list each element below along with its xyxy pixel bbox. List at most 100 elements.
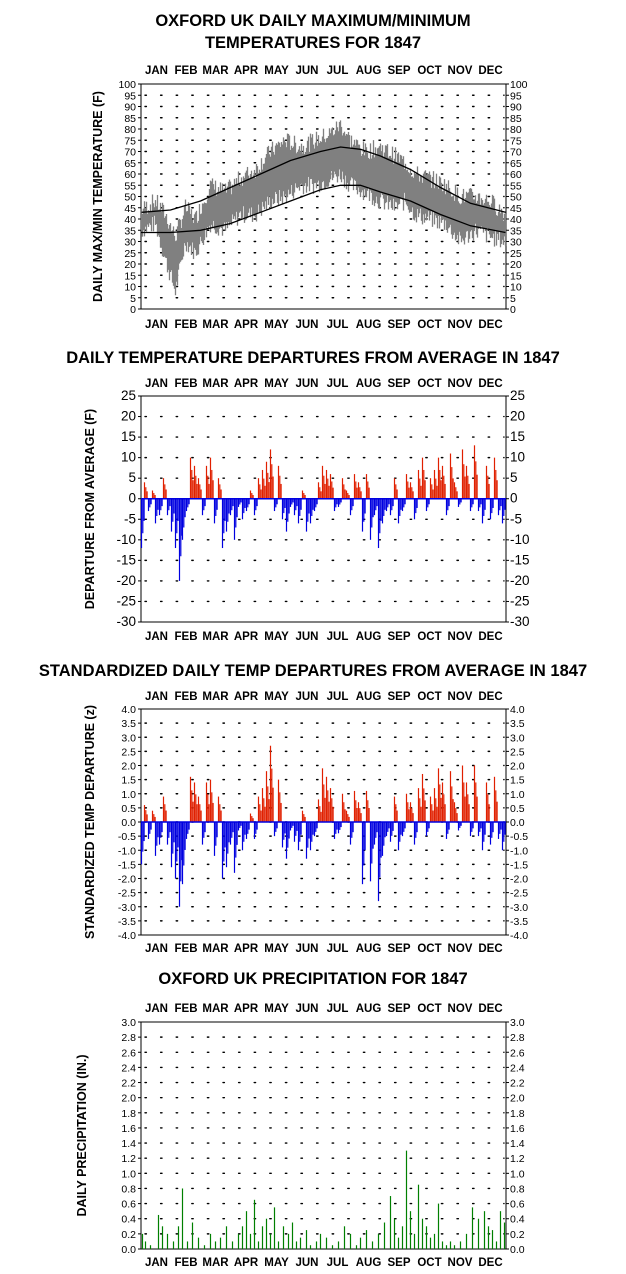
y-tick-left: 3.0 (121, 732, 136, 744)
month-label-bottom: DEC (478, 1257, 502, 1269)
y-tick-right: -2.0 (510, 874, 528, 886)
y-tick-right: 20 (510, 259, 522, 271)
y-tick-right: 2.0 (510, 1093, 525, 1105)
y-tick-left: 2.2 (121, 1078, 136, 1090)
y-tick-right: 1.0 (510, 789, 525, 801)
y-tick-right: -2.5 (510, 888, 528, 900)
month-label-top: AUG (356, 65, 382, 77)
y-tick-right: 70 (510, 147, 522, 159)
y-tick-right: -0.5 (510, 831, 528, 843)
month-label-top: APR (234, 691, 259, 703)
y-tick-right: 1.5 (510, 775, 525, 787)
month-label-top: DEC (478, 65, 502, 77)
y-tick-left: 1.0 (121, 1168, 136, 1180)
y-tick-left: 1.8 (121, 1108, 136, 1120)
month-label-bottom: JUN (295, 943, 318, 955)
y-tick-left: 1.0 (121, 789, 136, 801)
y-tick-left: 4.0 (121, 704, 136, 716)
month-label-bottom: SEP (387, 943, 410, 955)
month-label-top: NOV (448, 378, 473, 390)
month-label-bottom: NOV (448, 319, 473, 331)
y-tick-left: 100 (118, 79, 136, 91)
bar-series (140, 445, 506, 581)
y-tick-right: 95 (510, 90, 522, 102)
month-label-top: OCT (417, 1003, 441, 1015)
y-tick-right: 0 (510, 491, 518, 506)
y-tick-left: 30 (124, 237, 136, 249)
month-label-top: APR (234, 378, 259, 390)
y-tick-right: -1.0 (510, 845, 528, 857)
y-tick-left: 5 (130, 293, 136, 305)
y-tick-left: -0.5 (118, 831, 136, 843)
month-label-bottom: SEP (387, 631, 410, 643)
month-label-bottom: NOV (448, 943, 473, 955)
month-label-top: NOV (448, 1003, 473, 1015)
y-tick-left: 3.5 (121, 718, 136, 730)
chart-title: TEMPERATURES FOR 1847 (205, 34, 421, 52)
y-tick-right: 0.2 (510, 1229, 525, 1241)
y-axis-label: STANDARDIZED TEMP DEPARTURE (z) (83, 705, 97, 939)
y-tick-left: 2.6 (121, 1047, 136, 1059)
month-label-top: MAR (202, 65, 229, 77)
month-label-top: MAR (202, 691, 229, 703)
y-tick-left: 65 (124, 158, 136, 170)
y-axis-label: DEPARTURE FROM AVERAGE (F) (83, 409, 97, 609)
y-tick-left: 15 (121, 429, 136, 444)
month-label-top: AUG (356, 378, 382, 390)
y-tick-right: 30 (510, 237, 522, 249)
y-tick-right: 3.0 (510, 732, 525, 744)
y-tick-left: -15 (116, 552, 136, 567)
y-tick-left: 95 (124, 90, 136, 102)
y-tick-left: 25 (121, 388, 136, 403)
chart-title: DAILY TEMPERATURE DEPARTURES FROM AVERAG… (66, 349, 560, 367)
month-label-bottom: APR (234, 943, 259, 955)
y-tick-right: 80 (510, 124, 522, 136)
y-tick-right: 5 (510, 293, 516, 305)
y-tick-right: 20 (510, 409, 525, 424)
y-axis-label: DAILY MAX/MIN TEMPERATURE (F) (91, 91, 105, 302)
month-label-bottom: OCT (417, 319, 441, 331)
y-tick-left: 2.0 (121, 1093, 136, 1105)
y-tick-left: -1.5 (118, 859, 136, 871)
month-label-bottom: NOV (448, 1257, 473, 1269)
month-label-bottom: MAY (264, 1257, 289, 1269)
y-tick-left: 0.5 (121, 803, 136, 815)
month-label-bottom: AUG (356, 631, 382, 643)
y-tick-right: 1.4 (510, 1138, 525, 1150)
month-label-bottom: DEC (478, 943, 502, 955)
month-label-top: APR (234, 65, 259, 77)
y-tick-left: 50 (124, 192, 136, 204)
month-label-bottom: JAN (145, 1257, 168, 1269)
y-tick-left: 1.6 (121, 1123, 136, 1135)
y-tick-left: 0 (130, 304, 136, 316)
month-label-top: JUL (327, 65, 349, 77)
y-tick-right: 65 (510, 158, 522, 170)
month-label-top: FEB (175, 1003, 198, 1015)
month-label-top: FEB (175, 691, 198, 703)
month-label-top: APR (234, 1003, 259, 1015)
y-tick-left: -3.5 (118, 916, 136, 928)
y-tick-left: -2.0 (118, 874, 136, 886)
y-tick-right: 90 (510, 102, 522, 114)
month-label-bottom: AUG (356, 943, 382, 955)
month-label-bottom: FEB (175, 943, 198, 955)
y-tick-right: 0.0 (510, 817, 525, 829)
month-label-top: DEC (478, 378, 502, 390)
month-label-top: OCT (417, 691, 441, 703)
month-label-bottom: JUL (327, 631, 349, 643)
month-label-top: JUN (295, 1003, 318, 1015)
month-label-bottom: AUG (356, 1257, 382, 1269)
month-label-bottom: JAN (145, 319, 168, 331)
month-label-top: MAR (202, 1003, 229, 1015)
y-tick-left: -30 (116, 614, 136, 629)
y-tick-left: 25 (124, 248, 136, 260)
month-label-top: SEP (387, 65, 410, 77)
month-label-top: OCT (417, 378, 441, 390)
y-tick-left: 35 (124, 225, 136, 237)
plot-area (140, 83, 507, 310)
month-label-bottom: SEP (387, 1257, 410, 1269)
y-tick-right: -3.0 (510, 902, 528, 914)
y-tick-right: -1.5 (510, 859, 528, 871)
y-tick-right: -5 (510, 511, 522, 526)
y-tick-left: 0.2 (121, 1229, 136, 1241)
